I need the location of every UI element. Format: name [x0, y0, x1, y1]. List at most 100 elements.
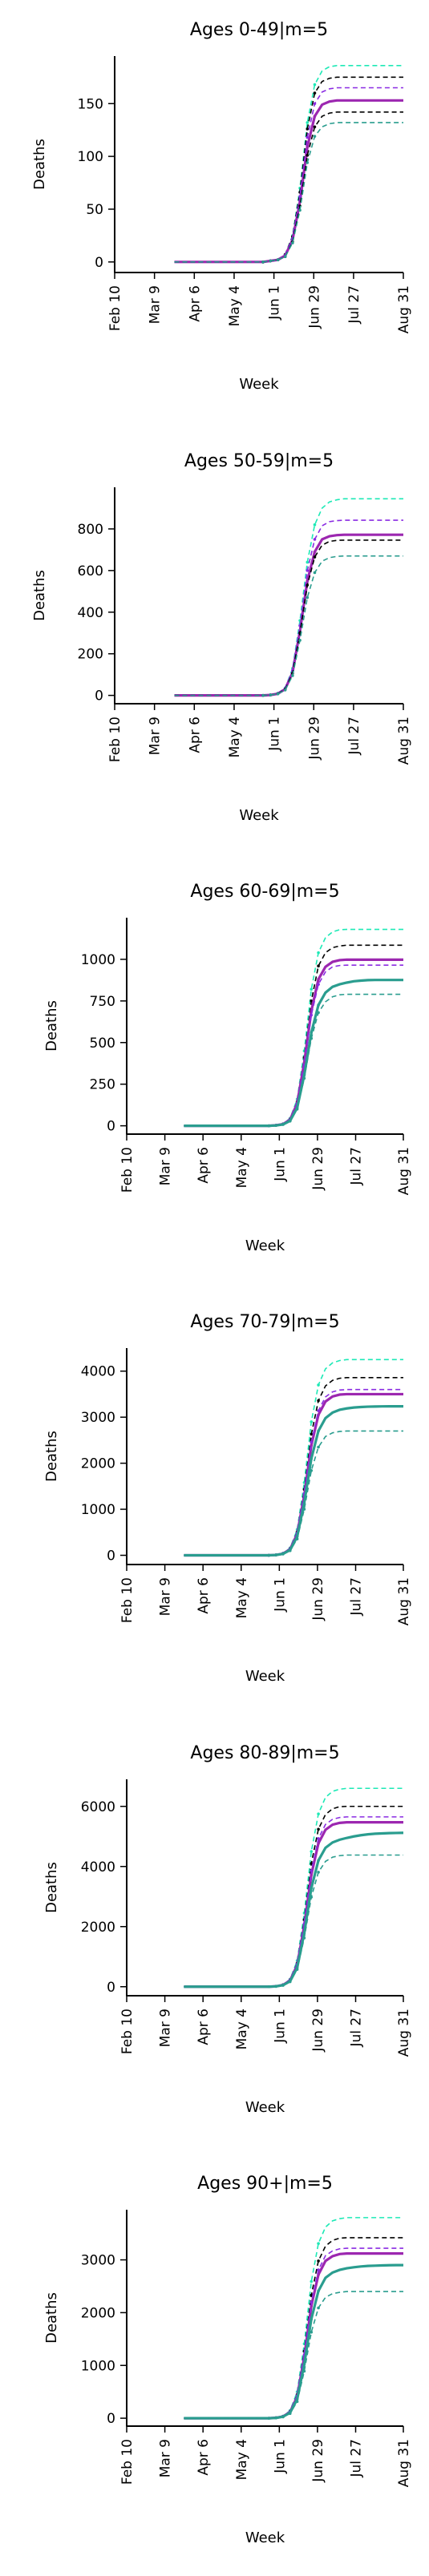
- y-tick-label: 200: [78, 647, 103, 663]
- series-line-3: [174, 99, 403, 264]
- x-tick-label: Mar 9: [158, 2439, 174, 2477]
- data-point: [317, 951, 320, 955]
- series-line-4: [174, 539, 403, 696]
- x-tick-label: Jun 29: [310, 1577, 326, 1621]
- x-tick-label: Jun 1: [272, 1577, 288, 1613]
- y-tick-label: 3000: [81, 1410, 115, 1426]
- data-point: [291, 241, 294, 244]
- data-point: [274, 2416, 277, 2420]
- data-point: [313, 550, 317, 554]
- y-tick-label: 2000: [81, 2305, 115, 2321]
- x-axis-label: Week: [239, 376, 279, 393]
- x-tick-label: Jul 27: [346, 285, 362, 325]
- y-tick-label: 100: [78, 149, 103, 165]
- data-point: [298, 208, 302, 212]
- data-point: [295, 2400, 299, 2404]
- data-point: [267, 1984, 271, 1989]
- y-tick-label: 50: [86, 202, 103, 218]
- data-point: [306, 127, 310, 131]
- data-point: [288, 2412, 292, 2415]
- data-point: [310, 1469, 314, 1472]
- x-tick-label: Jun 1: [272, 2009, 288, 2044]
- y-tick-label: 2000: [81, 1456, 115, 1472]
- y-tick-label: 750: [90, 994, 115, 1010]
- data-point: [310, 1862, 314, 1865]
- series-line-4: [184, 2247, 403, 2419]
- data-point: [313, 555, 317, 559]
- x-tick-label: May 4: [234, 2439, 250, 2480]
- series-line-3: [184, 958, 403, 1128]
- y-tick-label: 0: [107, 1548, 115, 1565]
- y-axis-label: Deaths: [43, 1000, 60, 1052]
- x-tick-label: Feb 10: [107, 285, 123, 331]
- x-tick-label: Jun 1: [272, 1147, 288, 1182]
- data-point: [306, 154, 310, 157]
- y-tick-label: 2000: [81, 1920, 115, 1936]
- data-point: [306, 161, 310, 164]
- y-tick-label: 800: [78, 522, 103, 538]
- x-tick-label: Apr 6: [187, 717, 203, 753]
- x-tick-label: Jun 29: [306, 285, 322, 329]
- x-tick-label: Jul 27: [349, 2439, 365, 2478]
- x-tick-label: Apr 6: [196, 2439, 212, 2476]
- chart-panel-3: Ages 60-69|m=5 Deaths Week 0 250 500 750 1000 Fe…: [43, 882, 412, 1254]
- chart-title: Ages 60-69|m=5: [190, 882, 339, 902]
- data-point: [313, 91, 317, 95]
- data-point: [310, 2279, 314, 2283]
- x-tick-label: Mar 9: [158, 1577, 174, 1616]
- y-axis-label: Deaths: [31, 139, 48, 190]
- x-tick-label: Aug 31: [396, 2439, 412, 2487]
- x-tick-label: May 4: [234, 1577, 250, 1618]
- x-axis-label: Week: [245, 1668, 285, 1685]
- data-point: [310, 1869, 314, 1872]
- data-point: [281, 1552, 285, 1556]
- data-point: [317, 964, 320, 968]
- data-point: [302, 1936, 306, 1940]
- data-point: [317, 1871, 320, 1874]
- data-point: [310, 1420, 314, 1423]
- data-point: [313, 102, 317, 106]
- y-tick-label: 150: [78, 96, 103, 112]
- x-tick-label: Mar 9: [148, 285, 164, 324]
- data-point: [317, 1827, 320, 1831]
- series-line-5: [184, 1831, 404, 1989]
- x-tick-label: Feb 10: [119, 1577, 136, 1623]
- y-axis-label: Deaths: [31, 570, 48, 621]
- data-point: [317, 1409, 320, 1412]
- x-tick-label: May 4: [234, 1147, 250, 1188]
- chart-panel-6: Ages 90+|m=5 Deaths Week 0 1000 2000 3000 Feb 1…: [43, 2174, 412, 2546]
- x-tick-label: Apr 6: [196, 1577, 212, 1614]
- data-point: [317, 2268, 320, 2271]
- series-line-3: [184, 1821, 403, 1989]
- x-tick-label: May 4: [227, 285, 243, 326]
- x-tick-label: Aug 31: [396, 1577, 412, 1625]
- data-point: [310, 999, 314, 1003]
- data-point: [295, 1968, 299, 1971]
- data-point: [313, 135, 317, 138]
- chart-panel-4: Ages 70-79|m=5 Deaths Week 0 1000 2000 3000 400…: [43, 1312, 412, 1685]
- data-point: [269, 259, 273, 263]
- data-point: [310, 1457, 314, 1460]
- data-point: [306, 135, 310, 139]
- y-axis-label: Deaths: [43, 1862, 60, 1913]
- data-point: [310, 1440, 314, 1443]
- chart-title: Ages 90+|m=5: [197, 2174, 333, 2194]
- data-point: [317, 1003, 320, 1007]
- data-point: [306, 121, 310, 124]
- data-point: [313, 83, 317, 87]
- data-point: [267, 1124, 271, 1128]
- series-line-2: [174, 76, 403, 263]
- x-tick-label: Jun 1: [267, 285, 283, 321]
- x-tick-label: Feb 10: [119, 2439, 136, 2485]
- data-point: [317, 1399, 320, 1403]
- y-tick-label: 0: [107, 1980, 115, 1996]
- data-point: [313, 523, 317, 527]
- data-point: [317, 1812, 320, 1815]
- y-tick-label: 500: [90, 1036, 115, 1052]
- data-point: [310, 1850, 314, 1853]
- x-tick-label: Aug 31: [396, 1147, 412, 1195]
- data-point: [310, 1896, 314, 1899]
- data-point: [274, 1124, 277, 1127]
- chart-title: Ages 70-79|m=5: [190, 1312, 339, 1332]
